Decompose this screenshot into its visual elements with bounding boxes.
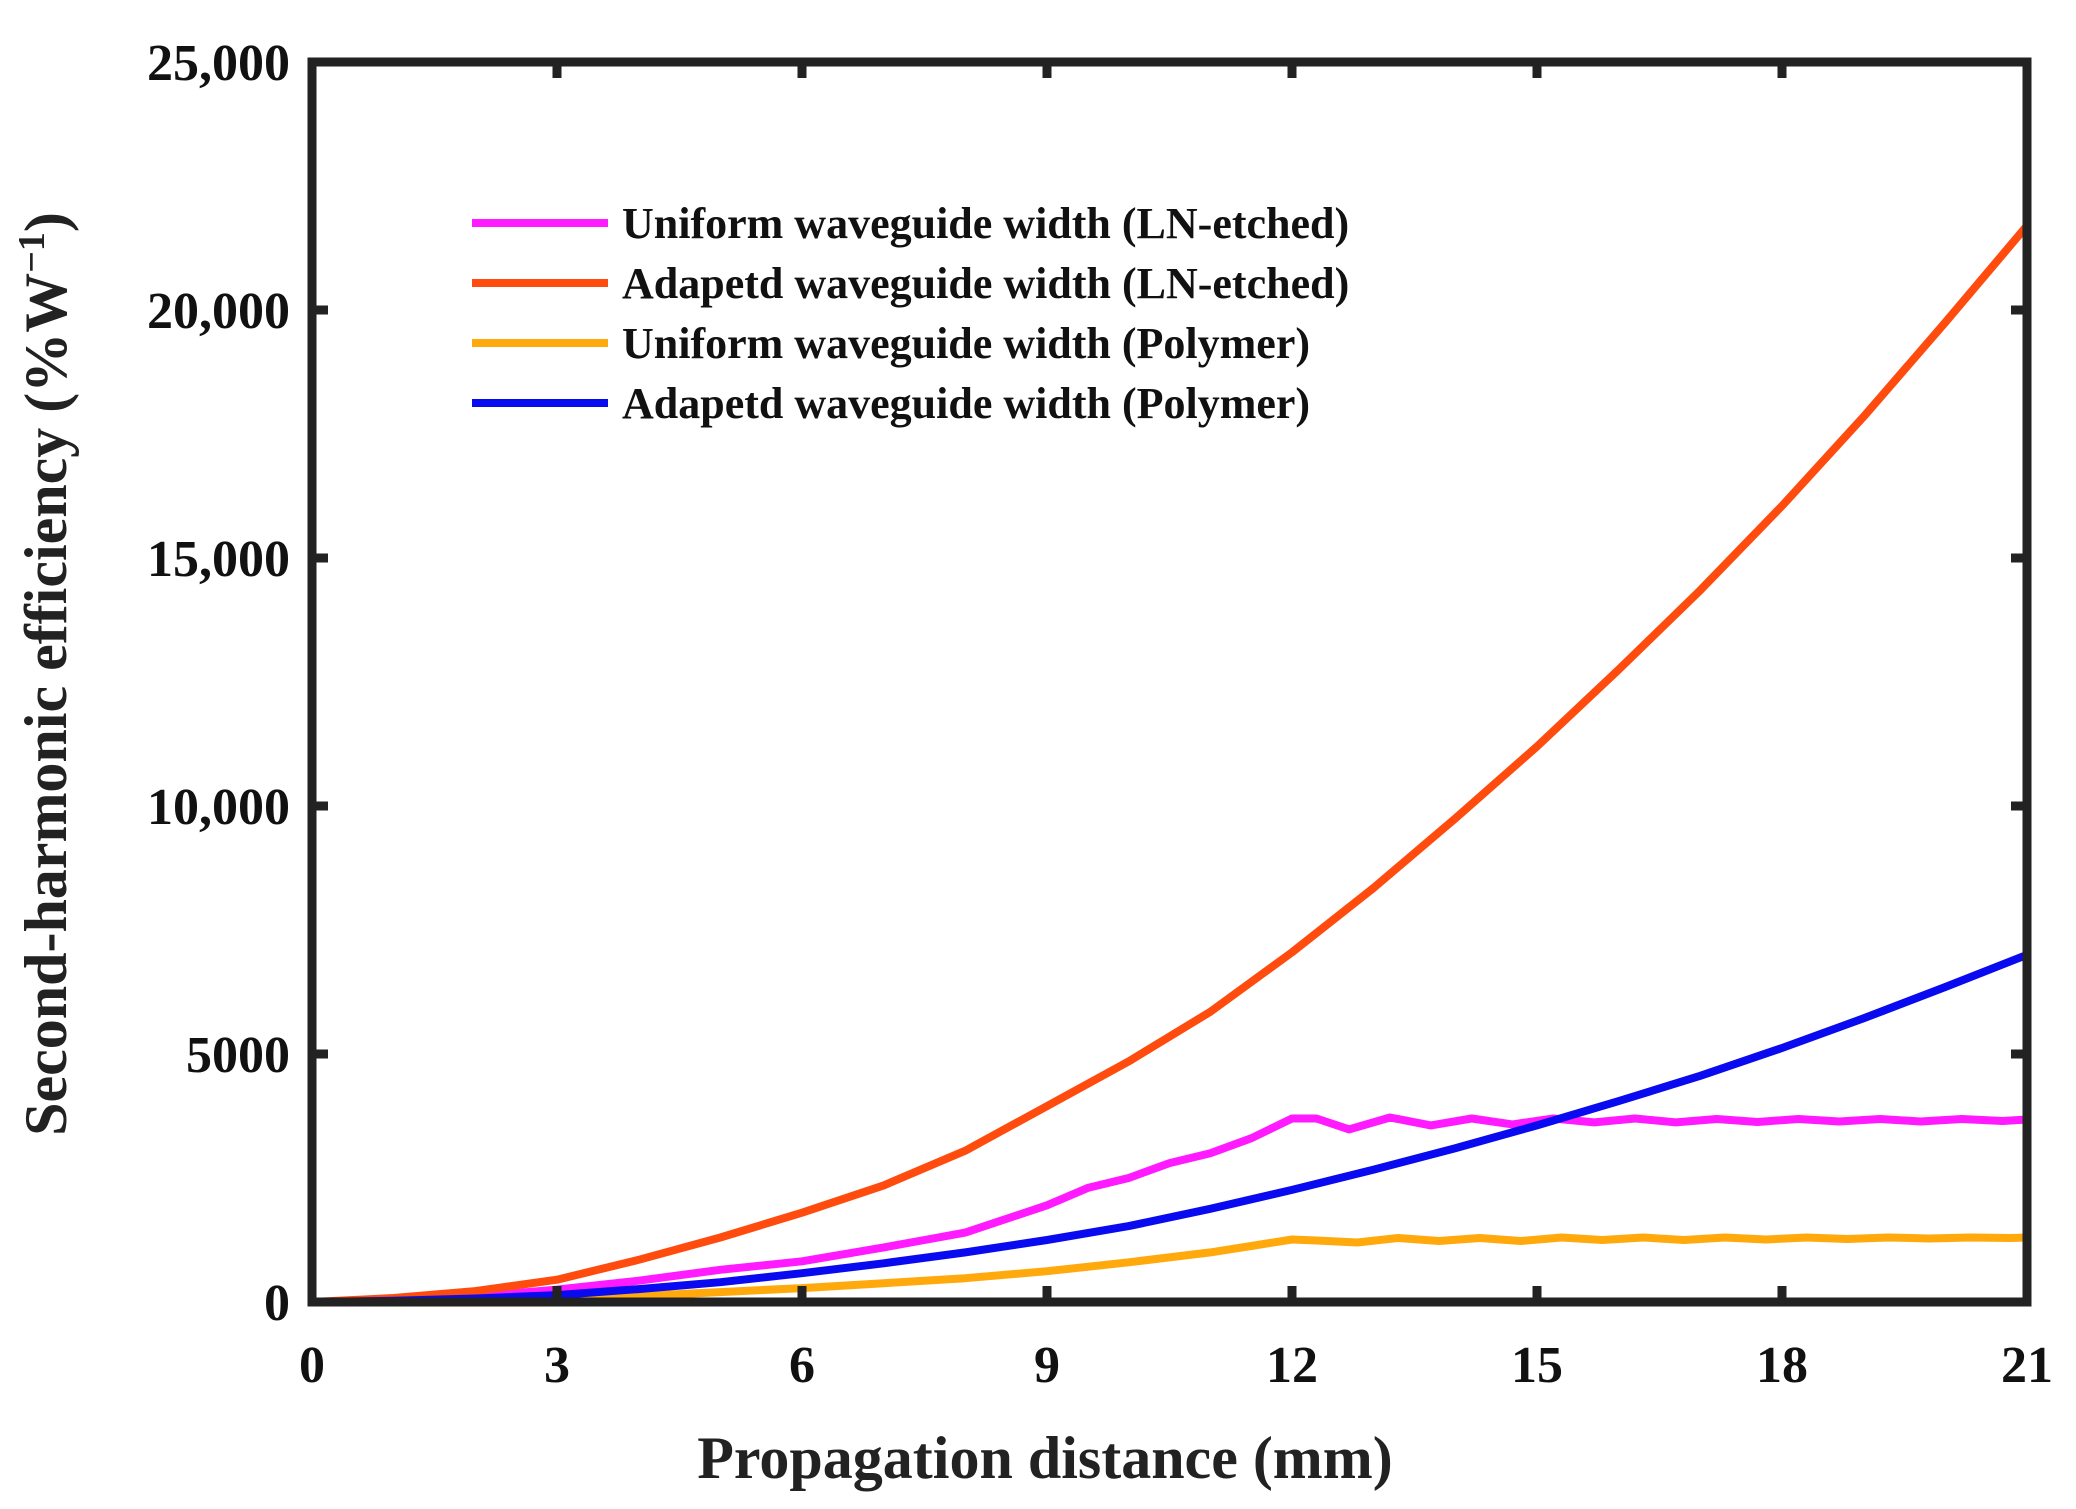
series-line-3 [308, 1233, 2031, 1306]
series-line-1 [308, 1113, 2031, 1306]
x-tick-label: 6 [789, 1337, 815, 1394]
y-axis-title-main: Second-harmonic efficiency (%W [13, 273, 79, 1136]
x-axis-title: Propagation distance (mm) [697, 1425, 1393, 1491]
legend-label-2: Adapetd waveguide width (LN-etched) [622, 259, 1349, 308]
y-axis-title: Second-harmonic efficiency (%W−1) [11, 212, 79, 1136]
y-tick-label: 25,000 [147, 35, 290, 92]
legend-label-4: Adapetd waveguide width (Polymer) [622, 379, 1310, 428]
plot-frame [307, 57, 2032, 1307]
x-tick-label: 3 [544, 1337, 570, 1394]
series-line-2 [308, 221, 2031, 1306]
y-tick-label: 15,000 [147, 531, 290, 588]
series-line-4 [308, 950, 2031, 1306]
y-axis-title-superscript: −1 [11, 232, 53, 273]
legend: Uniform waveguide width (LN-etched) Adape… [472, 199, 1349, 428]
x-tick-label: 9 [1034, 1337, 1060, 1394]
series-layer [308, 221, 2031, 1306]
y-tick-label: 10,000 [147, 779, 290, 836]
x-tick-label: 0 [299, 1337, 325, 1394]
y-tick-label: 5000 [186, 1027, 290, 1084]
legend-label-1: Uniform waveguide width (LN-etched) [622, 199, 1349, 248]
y-axis-title-close: ) [13, 212, 79, 232]
x-tick-label: 12 [1266, 1337, 1318, 1394]
ticks-layer: 0 3 6 9 12 15 18 21 0 5000 10,000 15,000 20,000 25,00… [147, 35, 2053, 1394]
x-tick-label: 21 [2001, 1337, 2053, 1394]
y-tick-label: 0 [264, 1275, 290, 1332]
legend-label-3: Uniform waveguide width (Polymer) [622, 319, 1310, 368]
y-tick-label: 20,000 [147, 283, 290, 340]
x-tick-label: 15 [1511, 1337, 1563, 1394]
x-tick-label: 18 [1756, 1337, 1808, 1394]
